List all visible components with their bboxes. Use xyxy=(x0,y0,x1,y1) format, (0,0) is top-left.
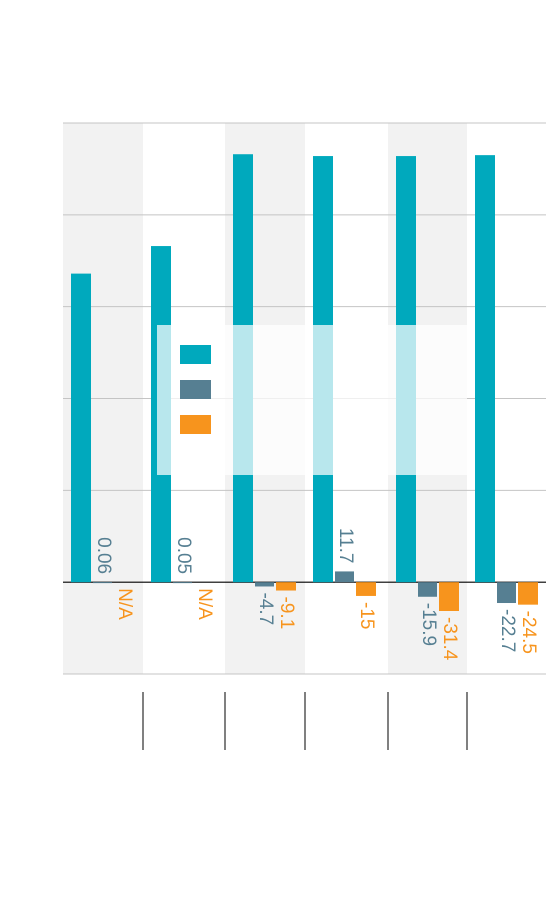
bar xyxy=(173,582,192,584)
data-label: N/A xyxy=(194,588,215,620)
category-ticks xyxy=(142,692,468,750)
data-label: 0.06 xyxy=(93,537,114,574)
bar xyxy=(93,582,112,584)
bar xyxy=(497,582,516,604)
data-label: -15.9 xyxy=(418,603,439,646)
bar xyxy=(71,273,91,583)
legend xyxy=(157,325,467,475)
data-label: -15 xyxy=(356,602,377,629)
bar xyxy=(276,582,296,591)
data-label: -4.7 xyxy=(255,592,276,625)
legend-swatch xyxy=(180,345,211,364)
data-label: -24.5 xyxy=(518,611,539,654)
data-label: 11.7 xyxy=(335,528,356,564)
legend-swatch xyxy=(180,380,211,399)
bar xyxy=(255,582,274,587)
bar xyxy=(356,582,376,596)
data-label: 0.05 xyxy=(173,537,194,574)
bar xyxy=(439,582,459,612)
bar xyxy=(475,155,495,583)
data-label: N/A xyxy=(114,588,135,620)
data-label: -31.4 xyxy=(439,617,460,661)
data-labels: 0.06 0.05 -4.7 11.7 -15.9 -22.7 N/A N/A -9.1 -15 -… xyxy=(93,528,539,661)
data-label: -22.7 xyxy=(497,609,518,652)
bar xyxy=(418,582,437,597)
bar xyxy=(335,571,354,583)
legend-swatch xyxy=(180,415,211,434)
data-label: -9.1 xyxy=(276,597,297,630)
bar xyxy=(518,582,538,605)
